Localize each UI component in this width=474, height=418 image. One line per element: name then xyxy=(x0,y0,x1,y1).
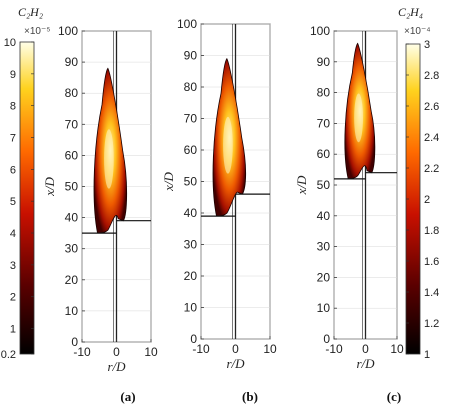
y-tick-label: 0 xyxy=(323,332,330,346)
colorbar-tick-label: 0.2 xyxy=(1,349,16,361)
colorbar-multiplier: ×10⁻⁵ xyxy=(24,26,50,37)
colorbar-tick-label: 2.4 xyxy=(424,132,439,144)
y-tick-label: 80 xyxy=(65,86,79,100)
colorbar-title: C₂H₄ xyxy=(398,5,423,19)
y-tick-label: 10 xyxy=(65,304,79,318)
y-tick-label: 40 xyxy=(184,206,198,220)
y-tick-label: 10 xyxy=(317,301,331,315)
x-tick-label: 0 xyxy=(362,342,369,356)
x-axis-label: r/D xyxy=(107,359,126,374)
colorbar-tick-label: 2.6 xyxy=(424,101,439,113)
colorbar-tick-label: 5 xyxy=(10,196,16,208)
colorbar-tick-label: 2.2 xyxy=(424,163,439,175)
colorbar-title: C₂H₂ xyxy=(18,5,43,19)
colorbar: 1 1.2 1.4 1.6 1.8 2 2.2 2.4 2.6 2.8 3 C₂H₄ ×10⁻⁴ xyxy=(398,5,439,361)
panel-label: (b) xyxy=(242,389,258,404)
x-tick-label: 0 xyxy=(113,345,120,359)
x-axis-label: r/D xyxy=(356,356,375,371)
colorbar-tick-label: 6 xyxy=(10,164,16,176)
colorbar-tick-label: 9 xyxy=(10,69,16,81)
colorbar-tick-label: 3 xyxy=(424,39,430,51)
flame-core xyxy=(223,116,233,174)
x-tick-label: 10 xyxy=(390,342,404,356)
y-tick-label: 40 xyxy=(65,211,79,225)
x-tick-label: 10 xyxy=(144,345,158,359)
y-axis-label: x/D xyxy=(294,175,309,195)
colorbar-tick-label: 1.4 xyxy=(424,287,439,299)
y-tick-label: 70 xyxy=(184,112,198,126)
y-tick-label: 90 xyxy=(184,49,198,63)
y-tick-label: 50 xyxy=(184,175,198,189)
y-tick-label: 100 xyxy=(58,24,78,38)
y-tick-label: 0 xyxy=(71,335,78,349)
y-tick-label: 20 xyxy=(65,273,79,287)
colorbar: 0.2 1 2 3 4 5 6 7 8 9 10 C₂H₂ ×10⁻⁵ xyxy=(1,5,51,361)
y-axis-label: x/D xyxy=(161,172,176,192)
colorbar-tick-label: 2 xyxy=(424,194,430,206)
y-tick-label: 80 xyxy=(184,80,198,94)
x-tick-label: 10 xyxy=(263,342,277,356)
y-tick-label: 100 xyxy=(310,24,330,38)
panel-label: (c) xyxy=(387,389,401,404)
y-tick-label: 30 xyxy=(184,238,198,252)
y-tick-label: 70 xyxy=(317,116,331,130)
flame-core xyxy=(104,129,114,189)
colorbar-tick-label: 2.8 xyxy=(424,70,439,82)
colorbar-tick-label: 1.2 xyxy=(424,318,439,330)
y-tick-label: 20 xyxy=(184,269,198,283)
colorbar-tick-label: 3 xyxy=(10,260,16,272)
y-tick-label: 90 xyxy=(65,55,79,69)
colorbar-tick-label: 2 xyxy=(10,292,16,304)
colorbar-multiplier: ×10⁻⁴ xyxy=(404,26,431,37)
y-axis-label: x/D xyxy=(42,177,57,197)
y-tick-label: 100 xyxy=(177,17,197,31)
colorbar-gradient xyxy=(19,41,35,355)
y-tick-label: 70 xyxy=(65,117,79,131)
x-tick-label: -10 xyxy=(325,342,343,356)
colorbar-tick-label: 1 xyxy=(424,349,430,361)
y-tick-label: 20 xyxy=(317,270,331,284)
x-axis-label: r/D xyxy=(226,356,245,371)
flame-core xyxy=(354,93,363,143)
y-tick-label: 60 xyxy=(65,148,79,162)
y-tick-label: 50 xyxy=(317,178,331,192)
y-tick-label: 0 xyxy=(190,332,197,346)
colorbar-tick-label: 7 xyxy=(10,133,16,145)
panel-label: (a) xyxy=(120,389,135,404)
y-tick-label: 40 xyxy=(317,209,331,223)
y-tick-label: 30 xyxy=(65,242,79,256)
x-tick-label: -10 xyxy=(73,345,91,359)
y-tick-label: 10 xyxy=(184,301,198,315)
x-tick-label: -10 xyxy=(192,342,210,356)
y-tick-label: 90 xyxy=(317,55,331,69)
colorbar-tick-label: 4 xyxy=(10,228,16,240)
colorbar-tick-label: 1.6 xyxy=(424,256,439,268)
colorbar-tick-label: 10 xyxy=(4,37,16,49)
colorbar-tick-label: 8 xyxy=(10,101,16,113)
y-tick-label: 60 xyxy=(317,147,331,161)
y-tick-label: 60 xyxy=(184,143,198,157)
colorbar-tick-label: 1.8 xyxy=(424,225,439,237)
y-tick-label: 30 xyxy=(317,240,331,254)
y-tick-label: 80 xyxy=(317,86,331,100)
y-tick-label: 50 xyxy=(65,180,79,194)
x-tick-label: 0 xyxy=(232,342,239,356)
colorbar-tick-label: 1 xyxy=(10,324,16,336)
